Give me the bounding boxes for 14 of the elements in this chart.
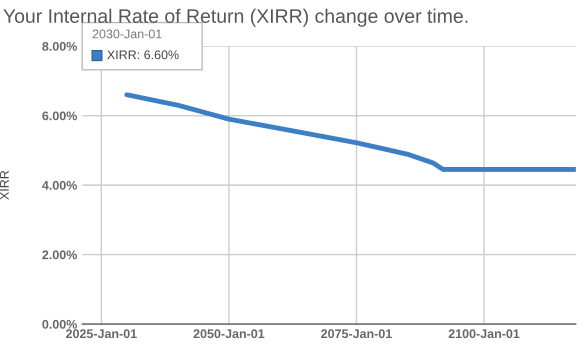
chart-title: Your Internal Rate of Return (XIRR) change over time. [3,8,468,27]
y-tick-label: 2.00% [42,250,77,260]
x-tick-label: 2050-Jan-01 [194,329,264,338]
y-tick-label: 8.00% [42,42,77,51]
y-tick-label: 4.00% [42,180,77,190]
annotation: XIRR: 6.60% [107,50,179,60]
line-series [124,92,576,172]
x-tick-label: 2075-Jan-01 [321,329,392,338]
y-tick-label: 0.00% [42,320,77,329]
x-tick-label: 2025-Jan-01 [66,329,137,338]
x-tick-label: 2100-Jan-01 [448,329,520,338]
text: 2030-Jan-01 [92,30,162,38]
y-axis-title: XIRR [0,170,9,200]
y-tick-label: 6.00% [42,111,77,120]
